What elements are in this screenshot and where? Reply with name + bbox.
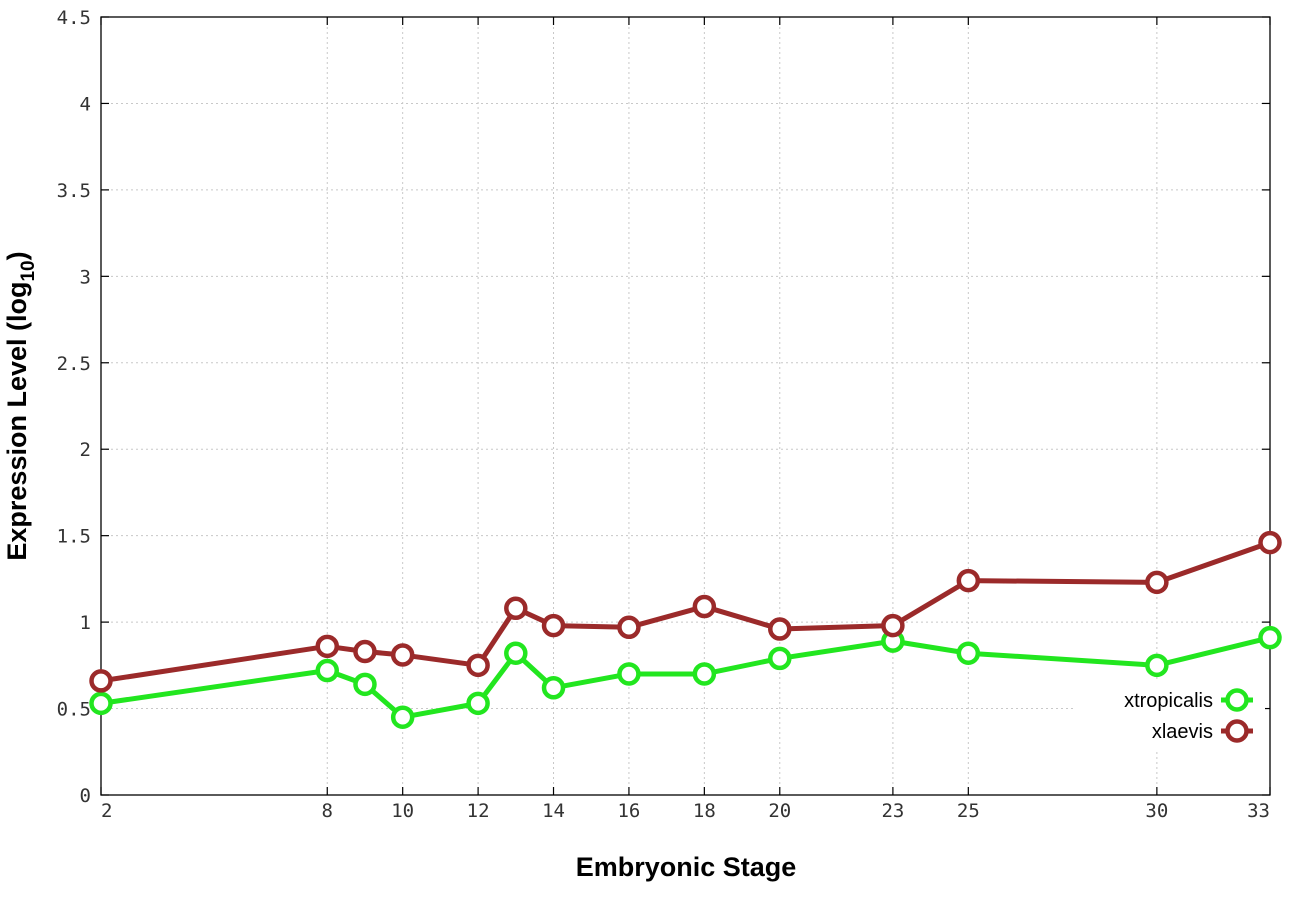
data-point-xlaevis [692,594,717,619]
x-tick-label: 14 [542,800,565,822]
legend-label-xlaevis: xlaevis [1152,721,1213,743]
data-point-xtropicalis [315,658,340,683]
x-tick-label: 30 [1145,800,1168,822]
x-tick-label: 16 [617,800,640,822]
y-tick-label: 1 [80,612,91,634]
data-point-xlaevis [956,568,981,593]
y-tick-label: 0 [80,785,91,807]
legend-swatch-marker-xtropicalis [1225,688,1249,712]
x-tick-label: 10 [391,800,414,822]
y-axis-title: Expression Level (log10) [2,251,39,560]
data-point-xtropicalis [956,641,981,665]
data-point-xtropicalis [390,705,415,729]
x-tick-label: 2 [101,800,112,822]
y-tick-label: 0.5 [57,699,91,721]
data-point-xlaevis [617,615,641,640]
data-point-xtropicalis [768,646,792,671]
y-tick-label: 4.5 [57,7,91,29]
data-point-xtropicalis [504,641,528,665]
data-point-xtropicalis [617,662,641,686]
data-point-xlaevis [353,639,377,664]
x-tick-label: 23 [881,800,904,822]
data-point-xlaevis [1145,570,1169,595]
plot-frame [100,16,1271,796]
y-tick-label: 2 [80,439,91,461]
data-point-xlaevis [1258,530,1282,555]
data-point-xlaevis [390,643,415,667]
series-lines [89,530,1282,729]
data-point-xlaevis [541,613,566,638]
x-tick-label: 25 [957,800,980,822]
x-tick-label: 20 [768,800,791,822]
data-point-xlaevis [466,653,490,678]
data-point-xtropicalis [541,676,566,700]
x-tick-label: 8 [322,800,333,822]
data-point-xtropicalis [1258,625,1282,650]
y-axis-title-subscript: 10 [18,260,39,281]
legend-label-xtropicalis: xtropicalis [1124,690,1213,712]
data-point-xtropicalis [89,691,113,716]
data-point-xtropicalis [466,691,490,716]
y-tick-label: 2.5 [57,353,91,375]
x-tick-label: 18 [693,800,716,822]
y-axis-title-close: ) [2,251,32,260]
y-tick-label: 3.5 [57,180,91,202]
y-tick-label: 3 [80,266,91,288]
legend: xtropicalis xlaevis [1073,682,1265,752]
data-point-xlaevis [504,596,528,621]
legend-swatch-marker-xlaevis [1225,719,1249,743]
data-point-xlaevis [89,669,113,693]
data-point-xtropicalis [1145,653,1169,678]
data-point-xtropicalis [692,662,717,686]
data-point-xlaevis [881,613,905,638]
axis-ticks: 2 8 10 12 14 16 18 20 23 25 30 33 0 0.5 1 1.5 2 2.5 3 3.5 4 4… [57,7,1271,822]
x-tick-label: 33 [1247,800,1270,822]
data-point-xlaevis [768,617,792,641]
data-point-xtropicalis [353,672,377,697]
x-axis-title: Embryonic Stage [576,852,797,882]
x-tick-label: 12 [467,800,490,822]
y-tick-label: 4 [80,93,91,115]
y-tick-label: 1.5 [57,526,91,548]
data-point-xlaevis [315,634,340,659]
y-axis-title-main: Expression Level (log [2,282,32,561]
